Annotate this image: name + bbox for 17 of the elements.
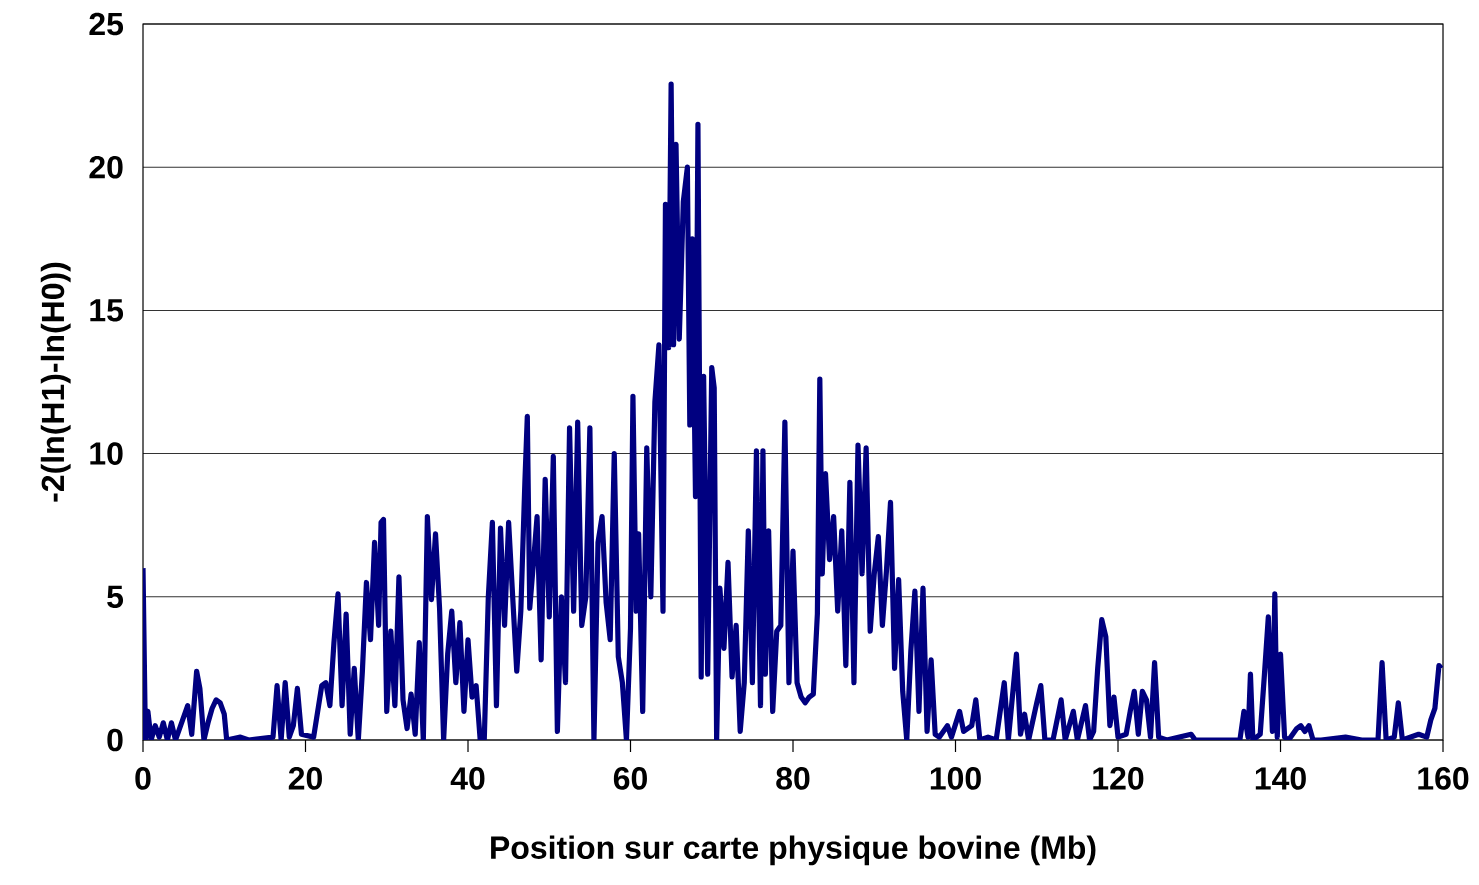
y-tick-label: 20 <box>89 155 123 179</box>
x-tick-label: 80 <box>776 767 810 790</box>
x-tick-label: 20 <box>288 767 322 790</box>
x-tick-label: 120 <box>1093 767 1144 790</box>
x-tick-label: 140 <box>1255 767 1306 790</box>
y-axis-title: -2(ln(H1)-ln(H0)) <box>40 262 71 502</box>
x-axis-title: Position sur carte physique bovine (Mb) <box>491 835 1096 866</box>
y-tick-label: 15 <box>90 299 124 322</box>
x-tick-label: 0 <box>135 767 151 790</box>
x-tick-label: 60 <box>613 767 647 790</box>
x-tick-label: 160 <box>1418 767 1469 790</box>
y-tick-label: 5 <box>107 585 124 608</box>
y-tick-label: 10 <box>90 442 123 465</box>
x-tick-label: 40 <box>450 767 485 790</box>
x-tick-label: 100 <box>930 767 981 790</box>
y-tick-label: 25 <box>89 12 124 36</box>
y-tick-label: 0 <box>107 728 123 752</box>
